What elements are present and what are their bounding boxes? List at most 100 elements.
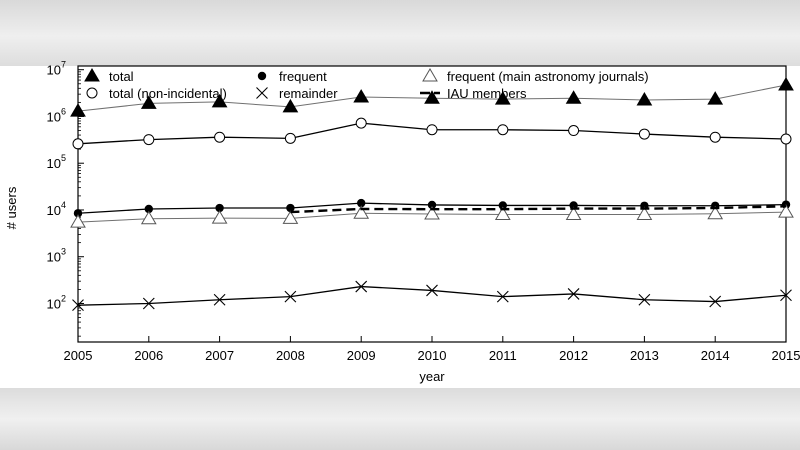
data-point	[636, 206, 653, 220]
data-point	[213, 293, 226, 306]
legend-item-3: remainder	[256, 86, 338, 101]
legend-label: remainder	[279, 86, 338, 101]
legend-item-0: total	[84, 68, 134, 84]
data-point	[140, 95, 157, 109]
data-point	[709, 295, 722, 308]
x-tick-label-2010: 2010	[418, 348, 447, 363]
data-point	[357, 198, 366, 208]
data-point	[215, 203, 224, 213]
data-point	[143, 134, 155, 146]
y-tick-label: 102	[47, 293, 66, 311]
legend-label: frequent	[279, 69, 327, 84]
y-tick-label: 104	[47, 200, 66, 218]
data-point	[707, 205, 724, 220]
legend-item-1: total (non-incidental)	[86, 86, 227, 101]
data-point	[72, 299, 84, 312]
x-tick-label-2005: 2005	[64, 348, 93, 363]
legend-label: frequent (main astronomy journals)	[447, 69, 649, 84]
legend-item-5: IAU members	[420, 86, 527, 101]
x-tick-label-2009: 2009	[347, 348, 376, 363]
data-point	[638, 293, 651, 306]
data-point	[427, 200, 437, 210]
data-point	[214, 131, 226, 143]
data-point	[709, 131, 721, 143]
x-tick-label-2014: 2014	[701, 348, 730, 363]
data-point	[284, 132, 296, 144]
data-point	[496, 290, 509, 303]
data-point	[70, 103, 86, 117]
data-point	[568, 125, 580, 137]
data-point	[284, 290, 297, 303]
data-point	[355, 280, 368, 293]
data-point	[780, 133, 792, 145]
x-tick-label-2011: 2011	[489, 348, 517, 363]
series-5	[290, 205, 787, 214]
x-axis-label: year	[419, 369, 445, 384]
legend-swatch	[86, 87, 98, 99]
data-point	[426, 284, 438, 297]
data-point	[144, 204, 153, 214]
data-point	[565, 90, 582, 104]
data-point	[497, 124, 509, 136]
data-point	[780, 289, 792, 302]
data-point	[636, 91, 653, 106]
legend-swatch	[422, 68, 438, 82]
series-line	[77, 285, 787, 306]
y-tick-label: 103	[47, 247, 66, 265]
data-point	[638, 128, 650, 140]
x-tick-label-2013: 2013	[630, 348, 659, 363]
data-point	[494, 206, 511, 220]
data-point	[73, 209, 83, 218]
legend-swatch	[84, 68, 100, 82]
data-point	[565, 206, 582, 220]
data-point	[778, 77, 794, 91]
data-point	[424, 206, 440, 220]
legend-label: total	[109, 69, 134, 84]
series-2	[73, 198, 791, 218]
y-axis-label: # users	[4, 186, 19, 229]
data-point	[211, 210, 228, 224]
data-point	[778, 204, 794, 218]
legend-swatch	[257, 71, 267, 81]
data-point	[282, 98, 299, 113]
data-point	[72, 138, 84, 150]
y-tick-label: 107	[47, 60, 66, 78]
data-point	[567, 288, 580, 300]
data-point	[494, 91, 511, 105]
data-point	[353, 205, 370, 219]
data-point	[355, 117, 367, 129]
data-point	[707, 91, 724, 105]
background-top	[0, 0, 800, 66]
background-bottom	[0, 388, 800, 450]
data-point	[211, 93, 228, 108]
legend: total total (non-incidental) frequent remai…	[84, 68, 649, 101]
legend-label: total (non-incidental)	[109, 86, 227, 101]
data-point	[353, 89, 370, 103]
series-line	[290, 205, 787, 214]
series-group	[70, 77, 794, 312]
series-1	[72, 117, 792, 150]
x-tick-label-2007: 2007	[205, 348, 234, 363]
x-tick-label-2006: 2006	[134, 348, 163, 363]
series-4	[70, 204, 794, 228]
data-point	[424, 90, 440, 104]
data-point	[426, 124, 438, 136]
series-0	[70, 77, 794, 117]
data-point	[286, 203, 295, 213]
chart-panel	[0, 66, 800, 388]
data-point	[142, 297, 155, 310]
legend-item-4: frequent (main astronomy journals)	[422, 68, 649, 84]
legend-label: IAU members	[447, 86, 527, 101]
series-3	[72, 280, 792, 312]
y-tick-label: 105	[47, 153, 66, 171]
y-tick-label: 106	[47, 106, 66, 124]
data-point	[498, 201, 507, 210]
data-point	[70, 214, 86, 228]
axes: 2005 2006 2007 2008 2009 2010 2011 2012 2013 2014…	[47, 60, 800, 363]
legend-item-2: frequent	[257, 69, 327, 84]
x-tick-label-2008: 2008	[276, 348, 305, 363]
x-tick-label-2015: 2015	[772, 348, 800, 363]
data-point	[282, 210, 299, 224]
data-point	[140, 210, 157, 225]
